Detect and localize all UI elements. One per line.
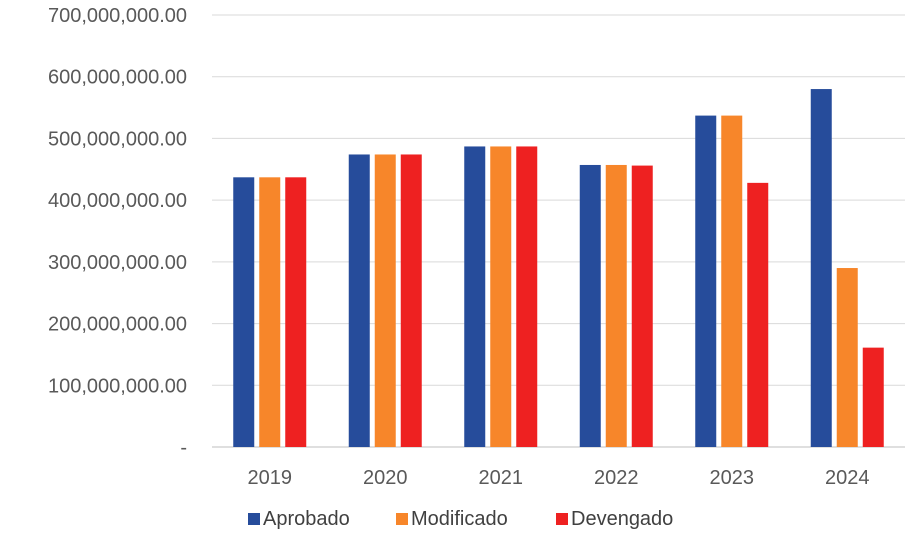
y-tick-label: 600,000,000.00	[48, 67, 187, 89]
x-tick-label: 2019	[248, 467, 293, 489]
bar-aprobado-2022	[579, 164, 601, 448]
legend-label-aprobado: Aprobado	[263, 508, 350, 530]
x-tick-label: 2021	[479, 467, 524, 489]
y-tick-label: 700,000,000.00	[48, 5, 187, 27]
bar-aprobado-2019	[233, 177, 255, 447]
bars	[233, 89, 884, 448]
legend-swatch-aprobado	[248, 513, 260, 525]
y-tick-label: 500,000,000.00	[48, 128, 187, 150]
bar-modificado-2021	[490, 146, 512, 448]
bar-devengado-2020	[400, 154, 422, 447]
bar-modificado-2023	[721, 115, 743, 447]
y-axis-tick-labels: - 100,000,000.00 200,000,000.00 300,000,000…	[48, 5, 187, 459]
x-tick-label: 2020	[363, 467, 408, 489]
bar-devengado-2022	[631, 165, 653, 447]
legend-label-modificado: Modificado	[411, 508, 508, 530]
gridlines	[212, 14, 905, 448]
bar-aprobado-2024	[810, 89, 832, 448]
bar-modificado-2022	[605, 164, 627, 448]
bar-devengado-2019	[285, 177, 307, 447]
x-tick-label: 2024	[825, 467, 870, 489]
y-tick-label: 200,000,000.00	[48, 314, 187, 336]
x-tick-label: 2022	[594, 467, 639, 489]
legend-swatch-modificado	[396, 513, 408, 525]
x-tick-label: 2023	[710, 467, 755, 489]
legend: Aprobado Modificado Devengado	[248, 508, 673, 530]
bar-devengado-2023	[747, 182, 769, 447]
bar-devengado-2024	[862, 347, 884, 447]
bar-modificado-2019	[259, 177, 281, 447]
legend-swatch-devengado	[556, 513, 568, 525]
bar-modificado-2024	[836, 268, 858, 447]
legend-label-devengado: Devengado	[571, 508, 673, 530]
bar-aprobado-2021	[464, 146, 486, 448]
y-tick-label: 100,000,000.00	[48, 375, 187, 397]
bar-modificado-2020	[374, 154, 396, 447]
bar-devengado-2021	[516, 146, 538, 448]
y-tick-label: 400,000,000.00	[48, 190, 187, 212]
y-tick-label: 300,000,000.00	[48, 252, 187, 274]
x-axis-tick-labels: 2019 2020 2021 2022 2023 2024	[248, 467, 870, 489]
bar-aprobado-2023	[695, 115, 717, 447]
y-tick-label: -	[180, 437, 187, 459]
bar-aprobado-2020	[348, 154, 370, 447]
